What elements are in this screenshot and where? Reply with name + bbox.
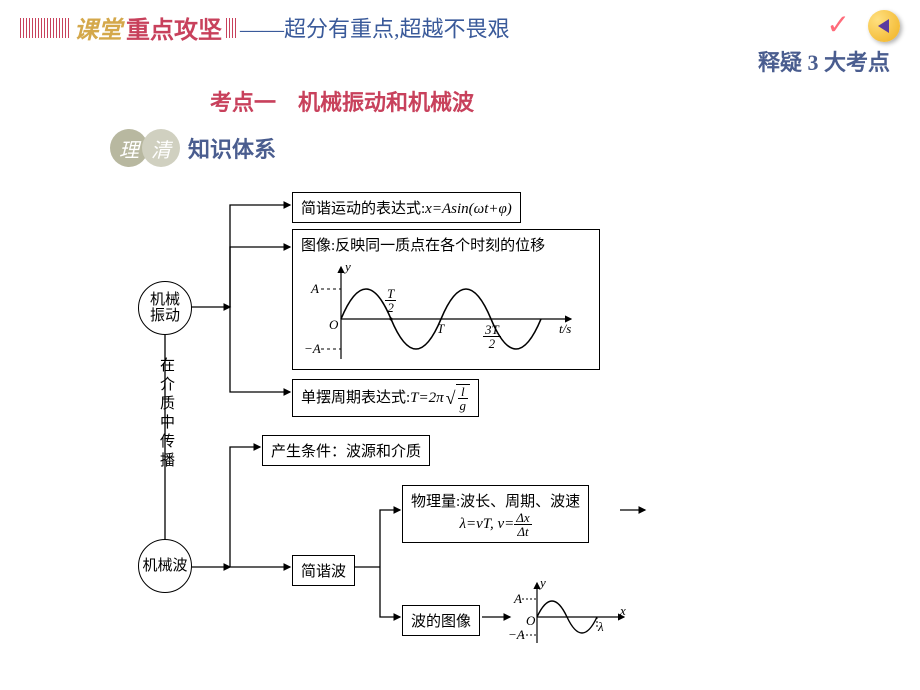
subline-num: 3 [807,50,818,75]
box-shm-formula: 简谐运动的表达式:x=Asin(ωt+φ) [292,192,521,223]
box3-prefix: 单摆周期表达式: [301,390,410,406]
box-conditions: 产生条件：波源和介质 [262,435,430,466]
tick-T: T [437,321,444,337]
A-label: A [311,281,319,297]
wc-x: x [620,603,626,619]
check-icon: ✓ [827,8,850,42]
y-axis-label: y [345,259,351,275]
node-wave: 机械波 [138,539,192,593]
node-vibration-label: 机械 振动 [150,292,180,325]
box-pendulum: 单摆周期表达式:T=2π√lg [292,379,479,417]
node-wave-label: 机械波 [142,558,187,575]
box2-text: 图像:反映同一质点在各个时刻的位移 [301,234,591,255]
subline: 释疑 3 大考点 [0,45,920,77]
badge-circle-2: 清 [142,129,180,167]
box1-prefix: 简谐运动的表达式: [301,201,425,217]
concept-diagram: 机械 振动 机械波 在介质中传播 简谐运动的表达式:x=Asin(ωt+φ) 图… [130,187,890,657]
back-arrow-icon [878,19,889,33]
box5-lambda: λ=vT, v= [459,516,514,532]
wc-y: y [540,575,546,591]
header-bar: 课堂 重点攻坚 ——超分有重点,超越不畏艰 ✓ [0,0,920,45]
back-button[interactable] [868,10,900,42]
wc-lambda: λ [598,619,604,635]
node-vibration: 机械 振动 [138,281,192,335]
wave-chart: y A −A O x λ [512,577,632,651]
box5-line2: λ=vT, v=ΔxΔt [411,511,580,538]
subline-prefix: 释疑 [758,50,802,75]
subline-suffix: 大考点 [824,50,890,75]
brand-text-1: 课堂 [74,18,122,44]
sine-svg [301,259,591,369]
box-quantities: 物理量:波长、周期、波速 λ=vT, v=ΔxΔt [402,485,589,543]
wc-O: O [526,613,535,629]
wc-A: A [514,591,522,607]
topic-title: 考点一 机械振动和机械波 [0,85,920,117]
origin-label: O [329,317,338,333]
vertical-text: 在介质中传播 [156,357,177,471]
hatch-left [20,18,70,38]
box5-line1: 物理量:波长、周期、波速 [411,490,580,511]
section-badge: 理 清 知识体系 [110,129,920,167]
sine-chart: y A −A O t/s T2 T 3T2 [301,259,591,369]
hatch-mid [226,18,236,38]
wc-negA: −A [508,627,525,643]
box3-T: T=2π [410,390,443,406]
tick-T2: T2 [385,287,396,314]
box-shm: 简谐波 [292,555,355,586]
negA-label: −A [304,341,321,357]
box1-formula: x=Asin(ωt+φ) [425,201,512,217]
box-wave-graph: 波的图像 [402,605,480,636]
slogan-text: ——超分有重点,超越不畏艰 [240,17,510,42]
tick-3T2: 3T2 [483,323,501,350]
brand-text-2: 重点攻坚 [126,18,222,44]
badge-text: 知识体系 [188,132,276,164]
x-axis-label: t/s [559,321,571,337]
box-graph-desc: 图像:反映同一质点在各个时刻的位移 y A −A O t/s T2 [292,229,600,370]
sqrt-icon: √lg [444,384,470,412]
